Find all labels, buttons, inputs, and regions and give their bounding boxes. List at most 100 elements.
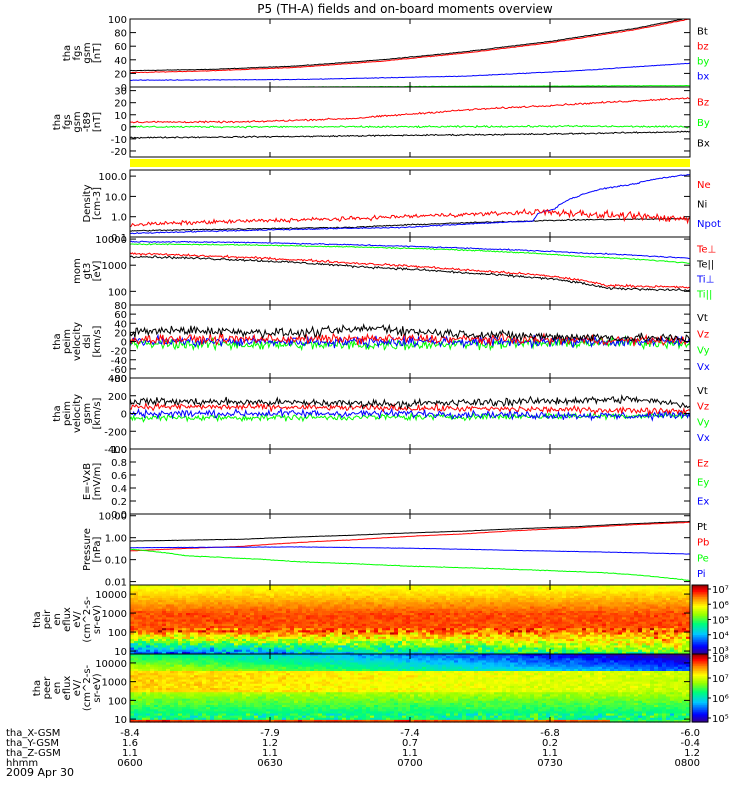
spectrogram-cell [454, 615, 459, 618]
spectrogram-cell [274, 632, 279, 636]
spectrogram-cell [574, 602, 579, 606]
spectrogram-cell [226, 623, 231, 627]
spectrogram-cell [518, 595, 523, 599]
spectrogram-cell [566, 632, 571, 636]
spectrogram-cell [306, 625, 311, 629]
spectrogram-cell [614, 634, 619, 638]
spectrogram-cell [526, 628, 531, 631]
spectrogram-cell [318, 608, 323, 612]
spectrogram-cell [610, 615, 615, 618]
spectrogram-cell [218, 630, 223, 634]
spectrogram-cell [622, 613, 627, 616]
legend-label: by [697, 57, 709, 68]
spectrogram-cell [350, 619, 355, 623]
spectrogram-cell [658, 641, 663, 644]
spectrogram-cell [326, 610, 331, 614]
spectrogram-cell [446, 606, 451, 610]
y-tick-label: -400 [104, 445, 127, 456]
y-axis-label: [km/s] [92, 325, 103, 357]
spectrogram-cell [134, 713, 139, 717]
spectrogram-cell [442, 604, 447, 608]
spectrogram-cell [542, 638, 547, 642]
spectrogram-cell [438, 604, 443, 608]
spectrogram-cell [130, 702, 135, 706]
spectrogram-cell [654, 604, 659, 608]
y-tick-label: -20 [111, 347, 127, 358]
spectrogram-cell [650, 587, 655, 590]
spectrogram-cell [174, 651, 179, 655]
spectrogram-cell [158, 608, 163, 612]
spectrogram-cell [386, 602, 391, 606]
spectrogram-cell [266, 638, 271, 642]
spectrogram-cell [402, 636, 407, 640]
spectrogram-cell [582, 619, 587, 623]
spectrogram-cell [346, 587, 351, 590]
spectrogram-cell [190, 597, 195, 601]
spectrogram-cell [302, 604, 307, 608]
spectrogram-cell [250, 638, 255, 642]
spectrogram-cell [490, 634, 495, 638]
spectrogram-cell [466, 617, 471, 621]
spectrogram-cell [502, 643, 507, 646]
spectrogram-cell [282, 636, 287, 640]
spectrogram-cell [510, 649, 515, 653]
spectrogram-cell [402, 630, 407, 634]
spectrogram-cell [522, 632, 527, 636]
spectrogram-cell [310, 643, 315, 646]
spectrogram-cell [546, 628, 551, 631]
spectrogram-cell [386, 610, 391, 614]
spectrogram-cell [198, 638, 203, 642]
spectrogram-cell [242, 595, 247, 599]
spectrogram-cell [342, 585, 347, 588]
spectrogram-cell [378, 632, 383, 636]
spectrogram-cell [438, 608, 443, 612]
spectrogram-cell [134, 656, 139, 659]
spectrogram-cell [386, 630, 391, 634]
spectrogram-cell [378, 621, 383, 625]
spectrogram-cell [158, 643, 163, 646]
spectrogram-cell [630, 619, 635, 623]
spectrogram-cell [134, 615, 139, 618]
colorbar-cell [692, 638, 708, 641]
spectrogram-cell [218, 608, 223, 612]
spectrogram-cell [634, 604, 639, 608]
spectrogram-cell [594, 585, 599, 588]
spectrogram-cell [586, 591, 591, 595]
spectrogram-cell [318, 641, 323, 644]
spectrogram-cell [670, 634, 675, 638]
spectrogram-cell [134, 619, 139, 623]
spectrogram-cell [678, 591, 683, 595]
spectrogram-cell [546, 606, 551, 610]
spectrogram-cell [338, 628, 343, 631]
spectrogram-cell [498, 602, 503, 606]
spectrogram-cell [618, 604, 623, 608]
spectrogram-cell [438, 617, 443, 621]
spectrogram-cell [662, 585, 667, 588]
spectrogram-cell [554, 615, 559, 618]
spectrogram-cell [370, 615, 375, 618]
spectrogram-cell [302, 645, 307, 649]
spectrogram-cell [342, 610, 347, 614]
spectrogram-cell [142, 602, 147, 606]
spectrogram-cell [474, 623, 479, 627]
spectrogram-cell [194, 643, 199, 646]
spectrogram-cell [186, 649, 191, 653]
spectrogram-cell [622, 643, 627, 646]
spectrogram-cell [134, 666, 139, 670]
spectrogram-cell [270, 643, 275, 646]
spectrogram-cell [366, 587, 371, 590]
spectrogram-cell [362, 604, 367, 608]
spectrogram-cell [134, 677, 139, 681]
spectrogram-cell [450, 647, 455, 651]
spectrogram-cell [418, 597, 423, 601]
spectrogram-cell [538, 610, 543, 614]
spectrogram-cell [418, 649, 423, 653]
spectrogram-cell [294, 593, 299, 597]
spectrogram-cell [534, 593, 539, 597]
spectrogram-cell [454, 619, 459, 623]
spectrogram-cell [290, 589, 295, 593]
spectrogram-cell [666, 591, 671, 595]
spectrogram-cell [134, 591, 139, 595]
spectrogram-cell [134, 647, 139, 651]
